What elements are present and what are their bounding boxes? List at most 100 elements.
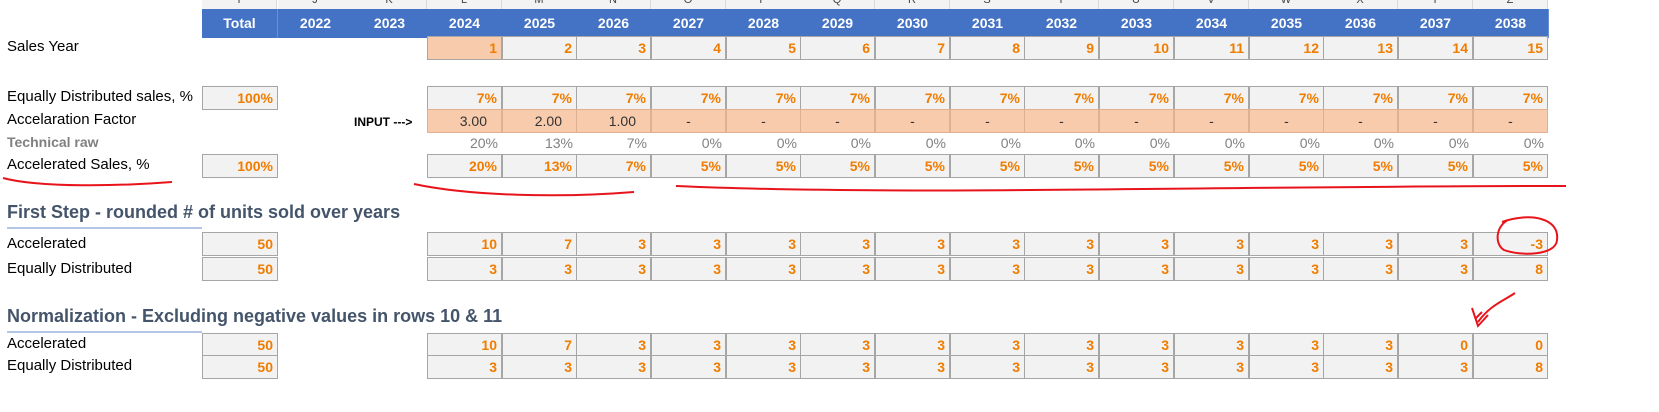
equal-pct-cell[interactable]: 7% [1249, 86, 1324, 110]
normalized-accel-cell[interactable]: 3 [726, 333, 801, 357]
first-step-accel-cell[interactable]: 7 [502, 232, 577, 256]
accel-factor-input[interactable]: - [800, 109, 875, 133]
accel-pct-cell[interactable]: 5% [1398, 154, 1473, 178]
total-cell[interactable]: 50 [202, 333, 278, 357]
normalized-accel-cell[interactable]: 3 [1099, 333, 1174, 357]
sales-year-cell[interactable]: 13 [1323, 36, 1398, 60]
accel-pct-cell[interactable]: 7% [576, 154, 651, 178]
first-step-equal-cell[interactable]: 3 [1323, 257, 1398, 281]
equal-pct-cell[interactable]: 7% [875, 86, 950, 110]
equal-pct-cell[interactable]: 7% [726, 86, 801, 110]
first-step-accel-cell[interactable]: 3 [1024, 232, 1099, 256]
equal-pct-cell[interactable]: 7% [1323, 86, 1398, 110]
equal-pct-cell[interactable]: 7% [502, 86, 577, 110]
column-letter[interactable]: P [726, 0, 801, 9]
accel-pct-cell[interactable]: 5% [1249, 154, 1324, 178]
sales-year-cell[interactable]: 8 [950, 36, 1025, 60]
total-cell[interactable]: 50 [202, 232, 278, 256]
normalized-equal-cell[interactable]: 3 [1024, 355, 1099, 379]
normalized-equal-cell[interactable]: 3 [726, 355, 801, 379]
normalized-equal-cell[interactable]: 3 [651, 355, 726, 379]
sales-year-cell[interactable]: 7 [875, 36, 950, 60]
first-step-accel-cell[interactable]: -3 [1473, 232, 1548, 256]
normalized-equal-cell[interactable]: 8 [1473, 355, 1548, 379]
normalized-equal-cell[interactable]: 3 [502, 355, 577, 379]
accel-factor-input[interactable]: - [875, 109, 950, 133]
first-step-accel-cell[interactable]: 3 [1323, 232, 1398, 256]
column-letter[interactable]: L [427, 0, 502, 9]
accel-factor-input[interactable]: - [1174, 109, 1249, 133]
normalized-accel-cell[interactable]: 0 [1398, 333, 1473, 357]
first-step-accel-cell[interactable]: 3 [576, 232, 651, 256]
sales-year-cell[interactable]: 4 [651, 36, 726, 60]
accel-factor-input[interactable]: - [1473, 109, 1548, 133]
sales-year-cell[interactable]: 14 [1398, 36, 1473, 60]
first-step-accel-cell[interactable]: 10 [427, 232, 502, 256]
normalized-accel-cell[interactable]: 3 [950, 333, 1025, 357]
column-letter[interactable]: J [278, 0, 353, 9]
accel-factor-input[interactable]: 3.00 [427, 109, 502, 133]
column-letter[interactable]: Y [1398, 0, 1473, 9]
first-step-accel-cell[interactable]: 3 [1174, 232, 1249, 256]
sales-year-cell[interactable]: 12 [1249, 36, 1324, 60]
normalized-accel-cell[interactable]: 3 [1323, 333, 1398, 357]
column-letter[interactable]: V [1174, 0, 1249, 9]
first-step-accel-cell[interactable]: 3 [800, 232, 875, 256]
equal-pct-cell[interactable]: 7% [651, 86, 726, 110]
first-step-equal-cell[interactable]: 3 [726, 257, 801, 281]
equal-pct-cell[interactable]: 7% [800, 86, 875, 110]
equal-pct-cell[interactable]: 7% [1174, 86, 1249, 110]
first-step-equal-cell[interactable]: 3 [800, 257, 875, 281]
sales-year-cell[interactable]: 15 [1473, 36, 1548, 60]
column-letter[interactable]: N [576, 0, 651, 9]
first-step-accel-cell[interactable]: 3 [1099, 232, 1174, 256]
accel-pct-cell[interactable]: 5% [726, 154, 801, 178]
sales-year-cell[interactable]: 3 [576, 36, 651, 60]
accel-factor-input[interactable]: - [726, 109, 801, 133]
accel-pct-cell[interactable]: 5% [875, 154, 950, 178]
sales-year-cell[interactable]: 10 [1099, 36, 1174, 60]
first-step-accel-cell[interactable]: 3 [1398, 232, 1473, 256]
first-step-equal-cell[interactable]: 3 [576, 257, 651, 281]
accel-factor-input[interactable]: - [1024, 109, 1099, 133]
accel-pct-cell[interactable]: 5% [800, 154, 875, 178]
normalized-equal-cell[interactable]: 3 [1174, 355, 1249, 379]
normalized-accel-cell[interactable]: 3 [800, 333, 875, 357]
accel-pct-cell[interactable]: 5% [1174, 154, 1249, 178]
total-cell[interactable]: 100% [202, 154, 278, 178]
column-letter[interactable]: S [950, 0, 1025, 9]
equal-pct-cell[interactable]: 7% [576, 86, 651, 110]
first-step-accel-cell[interactable]: 3 [875, 232, 950, 256]
normalized-accel-cell[interactable]: 0 [1473, 333, 1548, 357]
sales-year-cell[interactable]: 2 [502, 36, 577, 60]
accel-pct-cell[interactable]: 20% [427, 154, 502, 178]
normalized-accel-cell[interactable]: 3 [1174, 333, 1249, 357]
accel-pct-cell[interactable]: 5% [651, 154, 726, 178]
equal-pct-cell[interactable]: 7% [1099, 86, 1174, 110]
column-letter[interactable]: O [651, 0, 726, 9]
equal-pct-cell[interactable]: 7% [427, 86, 502, 110]
accel-factor-input[interactable]: - [1249, 109, 1324, 133]
normalized-accel-cell[interactable]: 3 [651, 333, 726, 357]
sales-year-cell[interactable]: 9 [1024, 36, 1099, 60]
column-letter[interactable]: I [202, 0, 277, 9]
column-letter[interactable]: U [1099, 0, 1174, 9]
first-step-equal-cell[interactable]: 8 [1473, 257, 1548, 281]
column-letter[interactable]: T [1024, 0, 1099, 9]
total-cell[interactable]: 50 [202, 355, 278, 379]
total-cell[interactable]: 100% [202, 86, 278, 110]
accel-factor-input[interactable]: 1.00 [576, 109, 651, 133]
sales-year-cell[interactable]: 1 [427, 36, 502, 60]
first-step-equal-cell[interactable]: 3 [1174, 257, 1249, 281]
accel-factor-input[interactable]: 2.00 [502, 109, 577, 133]
normalized-equal-cell[interactable]: 3 [1099, 355, 1174, 379]
normalized-equal-cell[interactable]: 3 [427, 355, 502, 379]
first-step-equal-cell[interactable]: 3 [1024, 257, 1099, 281]
accel-factor-input[interactable]: - [651, 109, 726, 133]
normalized-equal-cell[interactable]: 3 [950, 355, 1025, 379]
first-step-equal-cell[interactable]: 3 [875, 257, 950, 281]
accel-factor-input[interactable]: - [1323, 109, 1398, 133]
normalized-equal-cell[interactable]: 3 [875, 355, 950, 379]
normalized-accel-cell[interactable]: 7 [502, 333, 577, 357]
normalized-accel-cell[interactable]: 3 [1249, 333, 1324, 357]
